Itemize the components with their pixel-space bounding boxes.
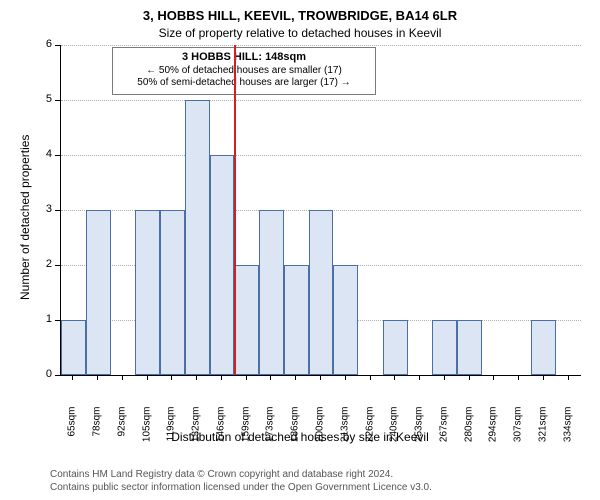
x-tick-mark [122, 375, 123, 380]
x-tick-label: 65sqm [67, 407, 78, 447]
x-tick-label: 78sqm [92, 407, 103, 447]
x-tick-mark [444, 375, 445, 380]
y-axis-label: Number of detached properties [18, 135, 32, 300]
footer-line-2: Contains public sector information licen… [50, 481, 432, 494]
footer-attribution: Contains HM Land Registry data © Crown c… [50, 468, 432, 494]
chart-container: { "titles": { "line1": "3, HOBBS HILL, K… [0, 0, 600, 500]
histogram-bar [457, 320, 482, 375]
footer-line-1: Contains HM Land Registry data © Crown c… [50, 468, 432, 481]
chart-title-primary: 3, HOBBS HILL, KEEVIL, TROWBRIDGE, BA14 … [0, 8, 600, 23]
grid-line [61, 45, 581, 46]
x-tick-mark [270, 375, 271, 380]
x-tick-label: 173sqm [265, 407, 276, 447]
x-tick-label: 334sqm [562, 407, 573, 447]
histogram-bar [284, 265, 309, 375]
x-tick-mark [221, 375, 222, 380]
y-tick-mark [55, 265, 60, 266]
x-tick-label: 132sqm [191, 407, 202, 447]
x-tick-label: 200sqm [315, 407, 326, 447]
y-tick-label: 2 [32, 258, 52, 270]
x-tick-label: 146sqm [215, 407, 226, 447]
x-tick-label: 105sqm [141, 407, 152, 447]
x-tick-label: 213sqm [339, 407, 350, 447]
histogram-bar [531, 320, 556, 375]
chart-title-secondary: Size of property relative to detached ho… [0, 26, 600, 40]
x-tick-mark [97, 375, 98, 380]
x-tick-mark [493, 375, 494, 380]
y-tick-mark [55, 210, 60, 211]
y-tick-label: 0 [32, 368, 52, 380]
x-tick-mark [469, 375, 470, 380]
x-tick-label: 294sqm [488, 407, 499, 447]
x-tick-label: 226sqm [364, 407, 375, 447]
grid-line [61, 155, 581, 156]
histogram-bar [259, 210, 284, 375]
x-tick-label: 240sqm [389, 407, 400, 447]
histogram-bar [185, 100, 210, 375]
x-tick-mark [345, 375, 346, 380]
y-tick-label: 3 [32, 203, 52, 215]
histogram-bar [333, 265, 358, 375]
x-tick-label: 280sqm [463, 407, 474, 447]
x-tick-mark [147, 375, 148, 380]
x-tick-mark [171, 375, 172, 380]
x-tick-mark [394, 375, 395, 380]
histogram-bar [61, 320, 86, 375]
x-tick-mark [295, 375, 296, 380]
y-tick-label: 4 [32, 148, 52, 160]
y-tick-mark [55, 155, 60, 156]
x-tick-label: 186sqm [290, 407, 301, 447]
x-tick-mark [568, 375, 569, 380]
x-tick-label: 307sqm [513, 407, 524, 447]
plot-area [60, 45, 581, 376]
histogram-bar [432, 320, 457, 375]
x-tick-label: 92sqm [116, 407, 127, 447]
x-tick-mark [246, 375, 247, 380]
grid-line [61, 100, 581, 101]
y-tick-label: 5 [32, 93, 52, 105]
y-tick-label: 6 [32, 38, 52, 50]
y-tick-label: 1 [32, 313, 52, 325]
histogram-bar [86, 210, 111, 375]
histogram-bar [210, 155, 235, 375]
x-tick-mark [419, 375, 420, 380]
y-tick-mark [55, 375, 60, 376]
x-tick-mark [543, 375, 544, 380]
histogram-bar [135, 210, 160, 375]
y-tick-mark [55, 320, 60, 321]
x-tick-label: 321sqm [537, 407, 548, 447]
x-tick-label: 267sqm [438, 407, 449, 447]
x-tick-mark [320, 375, 321, 380]
histogram-bar [383, 320, 408, 375]
histogram-bar [309, 210, 334, 375]
x-tick-label: 159sqm [240, 407, 251, 447]
x-tick-mark [370, 375, 371, 380]
x-tick-mark [518, 375, 519, 380]
x-tick-mark [72, 375, 73, 380]
y-tick-mark [55, 100, 60, 101]
x-tick-label: 119sqm [166, 407, 177, 447]
histogram-bar [160, 210, 185, 375]
x-tick-mark [196, 375, 197, 380]
property-marker-line [234, 45, 236, 375]
x-tick-label: 253sqm [414, 407, 425, 447]
histogram-bar [234, 265, 259, 375]
y-tick-mark [55, 45, 60, 46]
